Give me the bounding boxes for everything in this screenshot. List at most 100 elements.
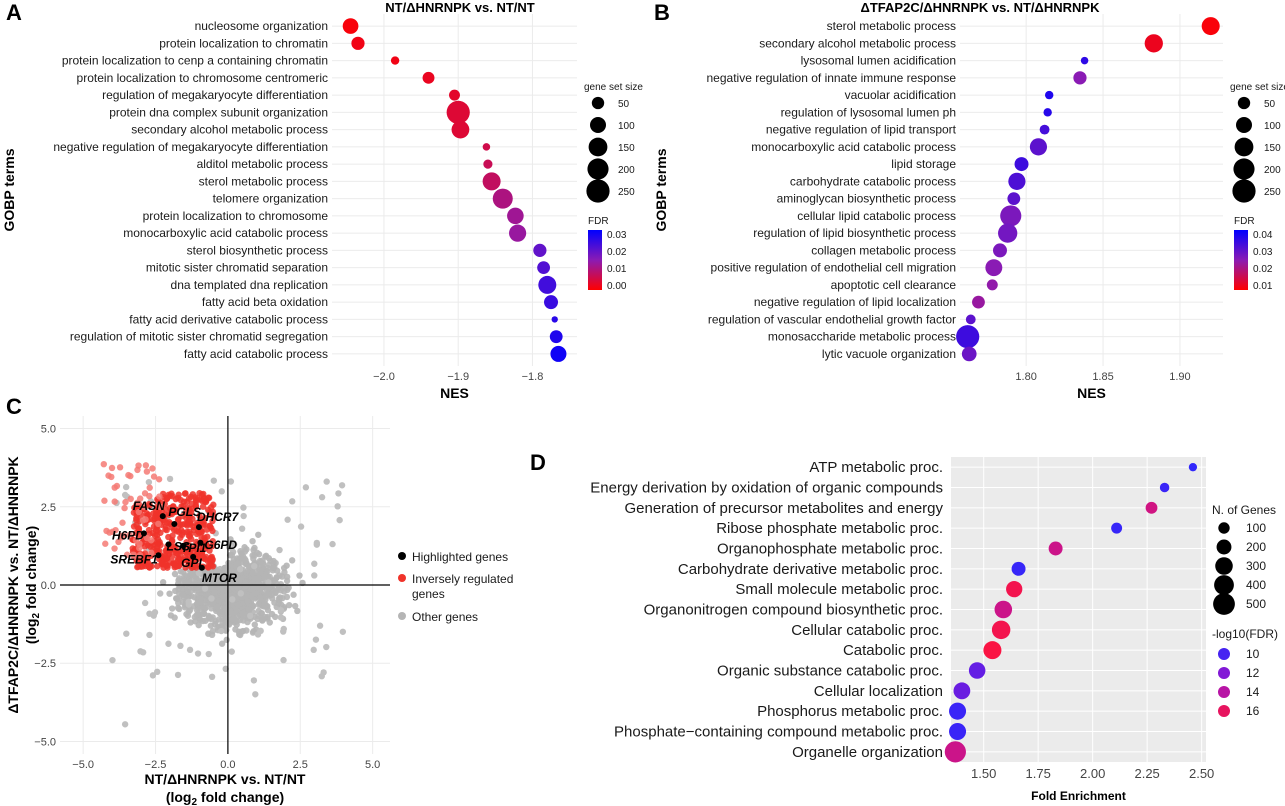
inverse-gene-point — [184, 550, 191, 558]
other-gene-point — [199, 617, 207, 625]
other-gene-point — [252, 691, 259, 698]
inverse-gene-point — [202, 497, 210, 504]
size-legend-dot-b — [1232, 179, 1256, 203]
term-label-a: alditol metabolic process — [197, 157, 328, 171]
other-gene-point — [262, 553, 269, 560]
color-legend-tick-b: 0.02 — [1253, 264, 1273, 275]
term-label-d: Small molecule metabolic proc. — [735, 581, 943, 598]
other-gene-point — [334, 503, 341, 510]
inverse-gene-point — [146, 492, 153, 500]
size-legend-dot-d — [1216, 539, 1232, 555]
inverse-gene-point — [187, 509, 195, 516]
term-label-b: negative regulation of innate immune res… — [707, 71, 957, 85]
term-label-b: regulation of lipid biosynthetic process — [753, 226, 956, 240]
inverse-gene-point — [134, 563, 141, 571]
term-label-a: fatty acid derivative catabolic process — [129, 312, 328, 326]
size-legend-dot-a — [587, 158, 609, 180]
inverse-gene-point — [201, 521, 208, 528]
inverse-gene-point — [171, 506, 178, 514]
other-gene-point — [336, 516, 343, 524]
inverse-gene-point — [129, 545, 136, 552]
other-gene-point — [284, 516, 291, 523]
dot-b — [1201, 17, 1220, 36]
dot-d — [968, 662, 986, 679]
color-legend-dot-d — [1218, 686, 1230, 698]
inverse-gene-point — [201, 534, 208, 541]
other-gene-point — [255, 601, 262, 608]
term-label-a: mitotic sister chromatid separation — [146, 261, 328, 275]
other-gene-point — [289, 498, 296, 505]
size-legend-dot-d — [1215, 557, 1233, 575]
x-tick-label-d: 1.50 — [971, 766, 996, 781]
other-gene-point — [243, 546, 250, 553]
x-tick-label-c: 0.0 — [220, 759, 235, 771]
legend-dot-inverse — [398, 574, 406, 582]
inverse-gene-point — [160, 564, 167, 571]
size-legend-dot-a — [586, 179, 610, 203]
inverse-gene-point — [150, 473, 158, 480]
other-gene-point — [265, 579, 272, 586]
color-legend-tick-a: 0.02 — [607, 247, 627, 258]
other-gene-point — [296, 572, 303, 579]
color-legend-title-d: -log10(FDR) — [1212, 627, 1278, 641]
dot-b — [961, 346, 977, 362]
x-tick-label-c: 2.5 — [293, 759, 308, 771]
highlighted-gene-point — [155, 552, 162, 559]
inverse-gene-point — [207, 504, 215, 511]
inverse-gene-point — [146, 502, 153, 509]
inverse-gene-point — [157, 503, 164, 511]
term-label-d: Phosphorus metabolic proc. — [757, 703, 943, 720]
term-label-d: Cellular localization — [814, 683, 943, 700]
other-gene-point — [145, 478, 153, 486]
inverse-gene-point — [155, 520, 162, 528]
inverse-gene-point — [136, 540, 143, 547]
term-label-a: monocarboxylic acid catabolic process — [123, 226, 328, 240]
inverse-gene-point — [136, 551, 144, 559]
other-gene-point — [279, 594, 286, 602]
other-gene-point — [323, 643, 330, 651]
other-gene-point — [229, 548, 237, 556]
term-label-a: protein localization to chromatin — [159, 36, 328, 50]
dot-d — [1111, 522, 1123, 534]
dot-a — [549, 330, 563, 344]
term-label-d: Ribose phosphate metabolic proc. — [716, 520, 943, 537]
x-tick-label-c: −2.5 — [145, 759, 167, 771]
other-gene-point — [311, 560, 318, 567]
inverse-gene-point — [203, 526, 210, 533]
color-legend-tick-a: 0.01 — [607, 264, 627, 275]
other-gene-point — [250, 584, 257, 592]
x-axis-label-c: NT/ΔHNRNPK vs. NT/NT — [145, 771, 306, 787]
legend-dot-highlighted — [398, 552, 406, 560]
term-label-b: regulation of vascular endothelial growt… — [708, 312, 956, 326]
other-gene-point — [232, 626, 239, 633]
inverse-gene-point — [188, 500, 196, 508]
dot-d — [953, 682, 971, 700]
other-gene-point — [310, 646, 317, 654]
dot-b — [1008, 172, 1026, 190]
legend-label-inverse: Inversely regulated — [412, 572, 513, 586]
other-gene-point — [277, 587, 285, 594]
other-gene-point — [285, 601, 293, 609]
dot-b — [1029, 138, 1048, 156]
term-label-b: vacuolar acidification — [845, 88, 956, 102]
dot-b — [1014, 157, 1029, 172]
other-gene-point — [109, 656, 116, 664]
inverse-gene-point — [170, 545, 178, 552]
inverse-gene-point — [142, 462, 150, 469]
term-label-d: Organophosphate metabolic proc. — [717, 541, 943, 558]
inverse-gene-point — [112, 526, 119, 534]
inverse-gene-point — [172, 495, 179, 503]
other-gene-point — [171, 570, 179, 578]
inverse-gene-point — [174, 556, 182, 564]
dot-a — [390, 56, 400, 65]
x-axis-label-c-units: (log2 fold change) — [166, 789, 284, 806]
term-label-b: apoptotic cell clearance — [831, 278, 957, 292]
inverse-gene-point — [191, 562, 199, 569]
term-label-b: monosaccharide metabolic process — [768, 330, 956, 344]
inverse-gene-point — [163, 555, 171, 562]
dot-a — [482, 143, 491, 151]
other-gene-point — [338, 482, 346, 489]
other-gene-point — [318, 494, 326, 501]
other-gene-point — [218, 627, 225, 635]
highlighted-gene-point — [140, 530, 147, 537]
